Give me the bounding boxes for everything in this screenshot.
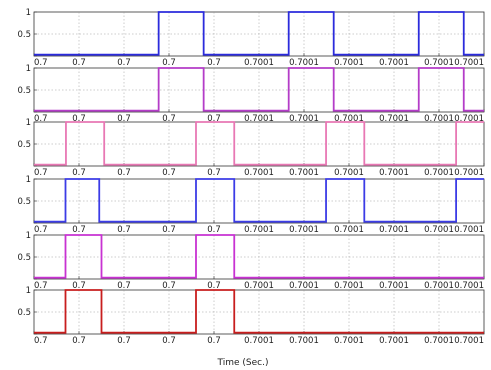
- x-tick-label: 0.7001: [244, 58, 274, 68]
- x-tick-label: 0.7: [72, 168, 86, 178]
- x-tick-label: 0.7: [34, 114, 48, 124]
- x-tick-label: 0.7001: [424, 114, 454, 124]
- x-tick-label: 0.7: [162, 281, 176, 291]
- x-tick-label: 0.7: [117, 168, 131, 178]
- x-tick-label: 0.7: [117, 114, 131, 124]
- y-tick-label: 1: [26, 175, 31, 185]
- x-tick-label: 0.7: [162, 336, 176, 346]
- x-tick-label: 0.7001: [334, 168, 364, 178]
- x-tick-label: 0.7: [117, 58, 131, 68]
- subplot-stack: 0.510.7 0.7 0.7 0.7 0.7 0.7001 0.7001 0.7001 0.7…: [17, 8, 485, 346]
- series-line-5: [34, 234, 484, 279]
- subplot-5: 0.510.7 0.7 0.7 0.7 0.7 0.7001 0.7001 0.7001 0.7…: [17, 231, 485, 291]
- x-tick-label: 0.7: [117, 336, 131, 346]
- x-tick-label: 0.7001: [334, 225, 364, 235]
- x-tick-label: 0.7: [72, 58, 86, 68]
- x-tick-label: 0.7001: [289, 58, 319, 68]
- x-tick-label: 0.7: [34, 168, 48, 178]
- x-tick-label: 0.7001: [289, 168, 319, 178]
- x-tick-label: 0.7001: [454, 58, 484, 68]
- x-tick-label: 0.7001: [289, 225, 319, 235]
- series-line-6: [34, 289, 484, 334]
- x-tick-label: 0.7001: [424, 225, 454, 235]
- x-tick-label: 0.7001: [244, 281, 274, 291]
- x-tick-label: 0.7001: [289, 281, 319, 291]
- x-tick-label: 0.7001: [454, 336, 484, 346]
- x-tick-label: 0.7: [34, 58, 48, 68]
- series-line-2: [34, 67, 484, 112]
- subplot-2: 0.510.7 0.7 0.7 0.7 0.7 0.7001 0.7001 0.7001 0.7…: [17, 64, 485, 124]
- y-tick-label: 0.5: [17, 86, 31, 96]
- x-tick-label: 0.7001: [424, 168, 454, 178]
- x-tick-label: 0.7001: [244, 168, 274, 178]
- x-tick-label: 0.7: [207, 225, 221, 235]
- y-tick-label: 0.5: [17, 140, 31, 150]
- x-tick-label: 0.7: [207, 336, 221, 346]
- subplot-1: 0.510.7 0.7 0.7 0.7 0.7 0.7001 0.7001 0.7001 0.7…: [17, 8, 485, 68]
- x-tick-label: 0.7: [34, 336, 48, 346]
- x-tick-label: 0.7001: [454, 114, 484, 124]
- x-tick-label: 0.7: [117, 225, 131, 235]
- x-tick-label: 0.7: [72, 281, 86, 291]
- y-tick-label: 1: [26, 286, 31, 296]
- x-tick-label: 0.7001: [424, 58, 454, 68]
- x-tick-label: 0.7001: [379, 114, 409, 124]
- x-tick-label: 0.7: [72, 225, 86, 235]
- x-tick-label: 0.7001: [379, 281, 409, 291]
- x-tick-label: 0.7: [34, 225, 48, 235]
- subplot-6: 0.510.7 0.7 0.7 0.7 0.7 0.7001 0.7001 0.7001 0.7…: [17, 286, 485, 346]
- x-tick-label: 0.7001: [454, 281, 484, 291]
- x-tick-label: 0.7001: [379, 225, 409, 235]
- x-tick-label: 0.7001: [244, 114, 274, 124]
- y-tick-label: 0.5: [17, 308, 31, 318]
- y-tick-label: 0.5: [17, 30, 31, 40]
- series-line-3: [34, 121, 484, 166]
- x-tick-label: 0.7: [72, 336, 86, 346]
- y-tick-label: 1: [26, 64, 31, 74]
- x-tick-label: 0.7: [207, 281, 221, 291]
- x-tick-label: 0.7001: [424, 336, 454, 346]
- x-tick-label: 0.7: [117, 281, 131, 291]
- x-tick-label: 0.7001: [379, 168, 409, 178]
- y-tick-label: 1: [26, 231, 31, 241]
- y-tick-label: 0.5: [17, 197, 31, 207]
- y-tick-label: 0.5: [17, 253, 31, 263]
- x-tick-label: 0.7001: [379, 58, 409, 68]
- y-tick-label: 1: [26, 118, 31, 128]
- y-tick-label: 1: [26, 8, 31, 18]
- x-tick-label: 0.7: [72, 114, 86, 124]
- x-tick-label: 0.7: [162, 114, 176, 124]
- x-tick-label: 0.7001: [334, 281, 364, 291]
- x-tick-label: 0.7: [207, 58, 221, 68]
- x-tick-label: 0.7: [162, 58, 176, 68]
- x-tick-label: 0.7001: [244, 336, 274, 346]
- x-tick-label: 0.7: [162, 168, 176, 178]
- x-tick-label: 0.7001: [454, 168, 484, 178]
- x-tick-label: 0.7: [162, 225, 176, 235]
- series-line-1: [34, 11, 484, 56]
- x-tick-label: 0.7001: [289, 336, 319, 346]
- series-line-4: [34, 178, 484, 223]
- x-tick-label: 0.7001: [334, 58, 364, 68]
- x-tick-label: 0.7001: [379, 336, 409, 346]
- subplot-4: 0.510.7 0.7 0.7 0.7 0.7 0.7001 0.7001 0.7001 0.7…: [17, 175, 485, 235]
- x-tick-label: 0.7001: [244, 225, 274, 235]
- subplot-3: 0.510.7 0.7 0.7 0.7 0.7 0.7001 0.7001 0.7001 0.7…: [17, 118, 485, 178]
- x-tick-label: 0.7001: [289, 114, 319, 124]
- x-axis-label: Time (Sec.): [217, 358, 269, 368]
- x-tick-label: 0.7001: [334, 114, 364, 124]
- x-tick-label: 0.7: [34, 281, 48, 291]
- x-tick-label: 0.7: [207, 114, 221, 124]
- x-tick-label: 0.7001: [454, 225, 484, 235]
- x-tick-label: 0.7001: [424, 281, 454, 291]
- x-tick-label: 0.7: [207, 168, 221, 178]
- x-tick-label: 0.7001: [334, 336, 364, 346]
